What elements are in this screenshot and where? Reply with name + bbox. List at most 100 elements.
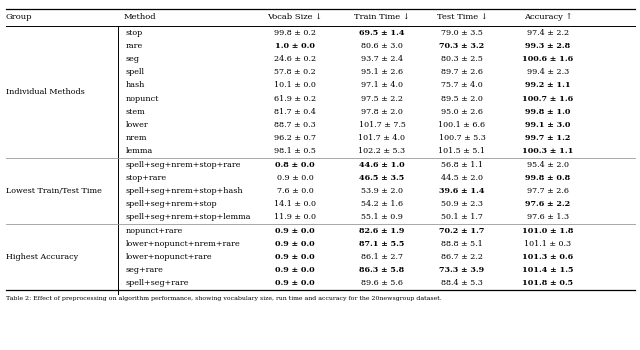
- Text: Group: Group: [6, 13, 33, 21]
- Text: 44.5 ± 2.0: 44.5 ± 2.0: [441, 174, 483, 182]
- Text: 56.8 ± 1.1: 56.8 ± 1.1: [441, 161, 483, 169]
- Text: 73.3 ± 3.9: 73.3 ± 3.9: [440, 266, 484, 274]
- Text: 7.6 ± 0.0: 7.6 ± 0.0: [276, 187, 314, 195]
- Text: Vocab Size ↓: Vocab Size ↓: [268, 13, 323, 21]
- Text: Train Time ↓: Train Time ↓: [354, 13, 410, 21]
- Text: 95.1 ± 2.6: 95.1 ± 2.6: [361, 68, 403, 76]
- Text: 69.5 ± 1.4: 69.5 ± 1.4: [359, 29, 404, 37]
- Text: 99.7 ± 1.2: 99.7 ± 1.2: [525, 134, 571, 142]
- Text: 46.5 ± 3.5: 46.5 ± 3.5: [360, 174, 404, 182]
- Text: 0.9 ± 0.0: 0.9 ± 0.0: [275, 240, 315, 248]
- Text: rare: rare: [126, 42, 143, 50]
- Text: 101.0 ± 1.8: 101.0 ± 1.8: [522, 226, 573, 235]
- Text: 99.8 ± 0.2: 99.8 ± 0.2: [274, 29, 316, 37]
- Text: 100.6 ± 1.6: 100.6 ± 1.6: [522, 55, 573, 63]
- Text: spell+seg+nrem+stop+lemma: spell+seg+nrem+stop+lemma: [126, 214, 252, 222]
- Text: lower: lower: [126, 121, 148, 129]
- Text: 87.1 ± 5.5: 87.1 ± 5.5: [359, 240, 404, 248]
- Text: 97.6 ± 2.2: 97.6 ± 2.2: [525, 200, 571, 208]
- Text: nopunct+rare: nopunct+rare: [126, 226, 183, 235]
- Text: seg: seg: [126, 55, 140, 63]
- Text: 10.1 ± 0.0: 10.1 ± 0.0: [274, 82, 316, 89]
- Text: 14.1 ± 0.0: 14.1 ± 0.0: [274, 200, 316, 208]
- Text: 88.8 ± 5.1: 88.8 ± 5.1: [441, 240, 483, 248]
- Text: 0.9 ± 0.0: 0.9 ± 0.0: [275, 279, 315, 287]
- Text: seg+rare: seg+rare: [126, 266, 164, 274]
- Text: 101.3 ± 0.6: 101.3 ± 0.6: [522, 253, 573, 261]
- Text: 101.7 ± 7.5: 101.7 ± 7.5: [358, 121, 405, 129]
- Text: 86.3 ± 5.8: 86.3 ± 5.8: [360, 266, 404, 274]
- Text: 93.7 ± 2.4: 93.7 ± 2.4: [361, 55, 403, 63]
- Text: 0.9 ± 0.0: 0.9 ± 0.0: [275, 226, 315, 235]
- Text: 95.4 ± 2.0: 95.4 ± 2.0: [527, 161, 569, 169]
- Text: 100.3 ± 1.1: 100.3 ± 1.1: [522, 147, 573, 155]
- Text: 55.1 ± 0.9: 55.1 ± 0.9: [361, 214, 403, 222]
- Text: 0.9 ± 0.0: 0.9 ± 0.0: [275, 266, 315, 274]
- Text: 82.6 ± 1.9: 82.6 ± 1.9: [359, 226, 404, 235]
- Text: 54.2 ± 1.6: 54.2 ± 1.6: [361, 200, 403, 208]
- Text: 88.7 ± 0.3: 88.7 ± 0.3: [274, 121, 316, 129]
- Text: 89.6 ± 5.6: 89.6 ± 5.6: [361, 279, 403, 287]
- Text: Test Time ↓: Test Time ↓: [436, 13, 488, 21]
- Text: 57.8 ± 0.2: 57.8 ± 0.2: [274, 68, 316, 76]
- Text: 79.0 ± 3.5: 79.0 ± 3.5: [441, 29, 483, 37]
- Text: 89.5 ± 2.0: 89.5 ± 2.0: [441, 94, 483, 103]
- Text: 97.5 ± 2.2: 97.5 ± 2.2: [361, 94, 403, 103]
- Text: 99.2 ± 1.1: 99.2 ± 1.1: [525, 82, 571, 89]
- Text: 0.9 ± 0.0: 0.9 ± 0.0: [276, 174, 314, 182]
- Text: 0.9 ± 0.0: 0.9 ± 0.0: [275, 253, 315, 261]
- Text: nopunct: nopunct: [126, 94, 159, 103]
- Text: 99.8 ± 0.8: 99.8 ± 0.8: [525, 174, 571, 182]
- Text: 102.2 ± 5.3: 102.2 ± 5.3: [358, 147, 406, 155]
- Text: 98.1 ± 0.5: 98.1 ± 0.5: [274, 147, 316, 155]
- Text: 99.1 ± 3.0: 99.1 ± 3.0: [525, 121, 571, 129]
- Text: Individual Methods: Individual Methods: [6, 88, 84, 96]
- Text: Lowest Train/Test Time: Lowest Train/Test Time: [6, 187, 102, 195]
- Text: 11.9 ± 0.0: 11.9 ± 0.0: [274, 214, 316, 222]
- Text: 100.7 ± 5.3: 100.7 ± 5.3: [438, 134, 485, 142]
- Text: spell+seg+nrem+stop: spell+seg+nrem+stop: [126, 200, 218, 208]
- Text: spell: spell: [126, 68, 145, 76]
- Text: 86.1 ± 2.7: 86.1 ± 2.7: [361, 253, 403, 261]
- Text: 101.7 ± 4.0: 101.7 ± 4.0: [358, 134, 406, 142]
- Text: 97.4 ± 2.2: 97.4 ± 2.2: [527, 29, 569, 37]
- Text: 100.1 ± 6.6: 100.1 ± 6.6: [438, 121, 486, 129]
- Text: 99.8 ± 1.0: 99.8 ± 1.0: [525, 108, 571, 116]
- Text: 81.7 ± 0.4: 81.7 ± 0.4: [274, 108, 316, 116]
- Text: 97.7 ± 2.6: 97.7 ± 2.6: [527, 187, 569, 195]
- Text: stem: stem: [126, 108, 146, 116]
- Text: 39.6 ± 1.4: 39.6 ± 1.4: [439, 187, 484, 195]
- Text: 101.1 ± 0.3: 101.1 ± 0.3: [524, 240, 572, 248]
- Text: 50.1 ± 1.7: 50.1 ± 1.7: [441, 214, 483, 222]
- Text: 86.7 ± 2.2: 86.7 ± 2.2: [441, 253, 483, 261]
- Text: spell+seg+nrem+stop+hash: spell+seg+nrem+stop+hash: [126, 187, 244, 195]
- Text: 97.6 ± 1.3: 97.6 ± 1.3: [527, 214, 569, 222]
- Text: 70.2 ± 1.7: 70.2 ± 1.7: [439, 226, 484, 235]
- Text: 50.9 ± 2.3: 50.9 ± 2.3: [441, 200, 483, 208]
- Text: spell+seg+rare: spell+seg+rare: [126, 279, 189, 287]
- Text: lower+nopunct+nrem+rare: lower+nopunct+nrem+rare: [126, 240, 241, 248]
- Text: 75.7 ± 4.0: 75.7 ± 4.0: [441, 82, 483, 89]
- Text: 101.5 ± 5.1: 101.5 ± 5.1: [438, 147, 486, 155]
- Text: 44.6 ± 1.0: 44.6 ± 1.0: [359, 161, 405, 169]
- Text: 99.3 ± 2.8: 99.3 ± 2.8: [525, 42, 571, 50]
- Text: lower+nopunct+rare: lower+nopunct+rare: [126, 253, 212, 261]
- Text: 53.9 ± 2.0: 53.9 ± 2.0: [361, 187, 403, 195]
- Text: 80.6 ± 3.0: 80.6 ± 3.0: [361, 42, 403, 50]
- Text: Table 2: Effect of preprocessing on algorithm performance, showing vocabulary si: Table 2: Effect of preprocessing on algo…: [6, 296, 442, 301]
- Text: hash: hash: [126, 82, 145, 89]
- Text: 95.0 ± 2.6: 95.0 ± 2.6: [441, 108, 483, 116]
- Text: 97.1 ± 4.0: 97.1 ± 4.0: [361, 82, 403, 89]
- Text: Highest Accuracy: Highest Accuracy: [6, 253, 78, 261]
- Text: 97.8 ± 2.0: 97.8 ± 2.0: [361, 108, 403, 116]
- Text: 96.2 ± 0.7: 96.2 ± 0.7: [274, 134, 316, 142]
- Text: stop: stop: [126, 29, 143, 37]
- Text: nrem: nrem: [126, 134, 147, 142]
- Text: lemma: lemma: [126, 147, 153, 155]
- Text: spell+seg+nrem+stop+rare: spell+seg+nrem+stop+rare: [126, 161, 241, 169]
- Text: 24.6 ± 0.2: 24.6 ± 0.2: [274, 55, 316, 63]
- Text: Accuracy ↑: Accuracy ↑: [524, 13, 572, 21]
- Text: 70.3 ± 3.2: 70.3 ± 3.2: [440, 42, 484, 50]
- Text: 61.9 ± 0.2: 61.9 ± 0.2: [274, 94, 316, 103]
- Text: 88.4 ± 5.3: 88.4 ± 5.3: [441, 279, 483, 287]
